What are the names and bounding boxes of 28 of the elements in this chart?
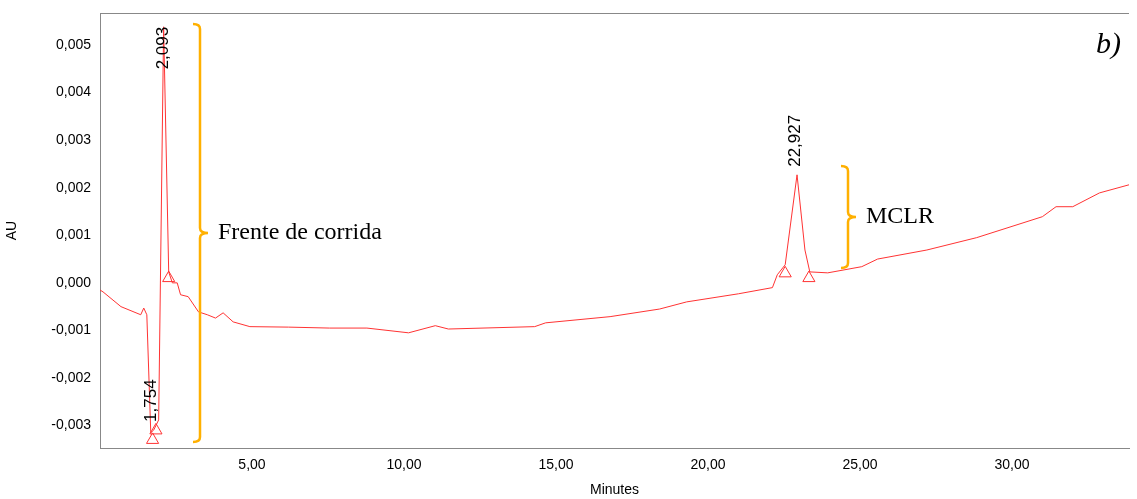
x-tick-label: 5,00 [238, 456, 266, 473]
x-axis-title: Minutes [589, 481, 640, 498]
point [778, 265, 792, 278]
y-tick-label: 0,004 [55, 83, 92, 100]
x-tick-label: 25,00 [842, 456, 878, 473]
annotation: 22,927 [784, 114, 804, 167]
point [162, 270, 176, 283]
annotation: b) [1096, 25, 1121, 60]
y-tick-label: -0,001 [51, 321, 92, 338]
x-tick-label: 30,00 [994, 456, 1030, 473]
x-tick-label: 20,00 [690, 456, 726, 473]
y-tick-label: 0,003 [55, 130, 92, 147]
y-axis-title: AU [3, 220, 20, 241]
y-tick-label: 0,002 [55, 178, 92, 195]
y-tick-label: -0,003 [51, 416, 92, 433]
annotation: Frente de corrida [218, 218, 383, 245]
x-tick-label: 10,00 [386, 456, 422, 473]
x-tick-label: 15,00 [538, 456, 574, 473]
point [802, 270, 816, 283]
y-tick-label: 0,001 [55, 226, 92, 243]
annotation: 2,093 [153, 26, 173, 70]
annotation: MCLR [866, 202, 935, 229]
y-tick-label: 0,000 [55, 273, 92, 290]
annotation: 1,754 [141, 379, 161, 422]
y-tick-label: -0,002 [51, 368, 92, 385]
point [146, 432, 160, 444]
y-tick-label: 0,005 [55, 35, 92, 52]
point [149, 422, 163, 435]
